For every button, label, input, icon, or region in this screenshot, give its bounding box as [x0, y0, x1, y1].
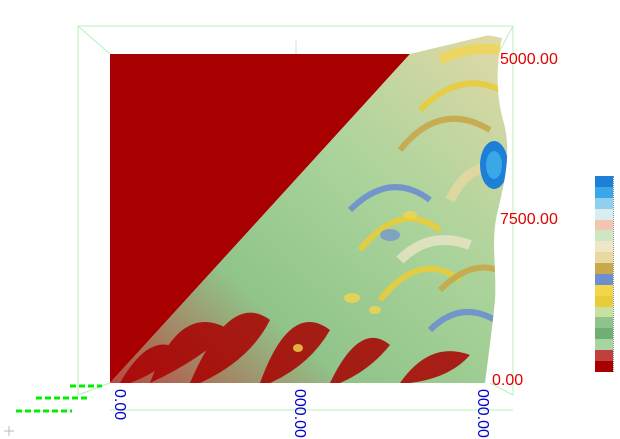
colorbar-segment: [595, 317, 613, 329]
colorbar-segment: [595, 208, 613, 220]
colorbar-segment: [595, 197, 613, 209]
x-tick-middle: 000.00: [291, 389, 308, 438]
bounding-box-grid: [77, 25, 514, 411]
colorbar-segment: [595, 176, 613, 187]
colorbar-segment: [595, 350, 613, 361]
colorbar-legend: [595, 176, 614, 372]
colorbar-segment: [595, 360, 613, 372]
origin-crosshair: [4, 426, 14, 436]
corner-axes-triad: [16, 384, 102, 413]
colorbar-segment: [595, 263, 613, 274]
colorbar-segment: [595, 273, 613, 285]
colorbar-segment: [595, 306, 613, 318]
colorbar-segment: [595, 284, 613, 296]
x-tick-left: 0.00: [111, 389, 128, 421]
colorbar-segment: [595, 252, 613, 263]
colorbar-segment: [595, 295, 613, 307]
colorbar-segment: [595, 219, 613, 231]
y-tick-bottom: 0.00: [492, 372, 524, 389]
colorbar-segment: [595, 328, 613, 340]
x-tick-right: 000.00: [474, 389, 491, 438]
colorbar-segment: [595, 241, 613, 253]
colorbar-segment: [595, 186, 613, 198]
y-tick-middle: 7500.00: [500, 211, 558, 228]
colorbar-segment: [595, 230, 613, 242]
wave-field: [110, 35, 508, 383]
colorbar-segment: [595, 339, 613, 350]
y-tick-top: 5000.00: [500, 51, 558, 68]
